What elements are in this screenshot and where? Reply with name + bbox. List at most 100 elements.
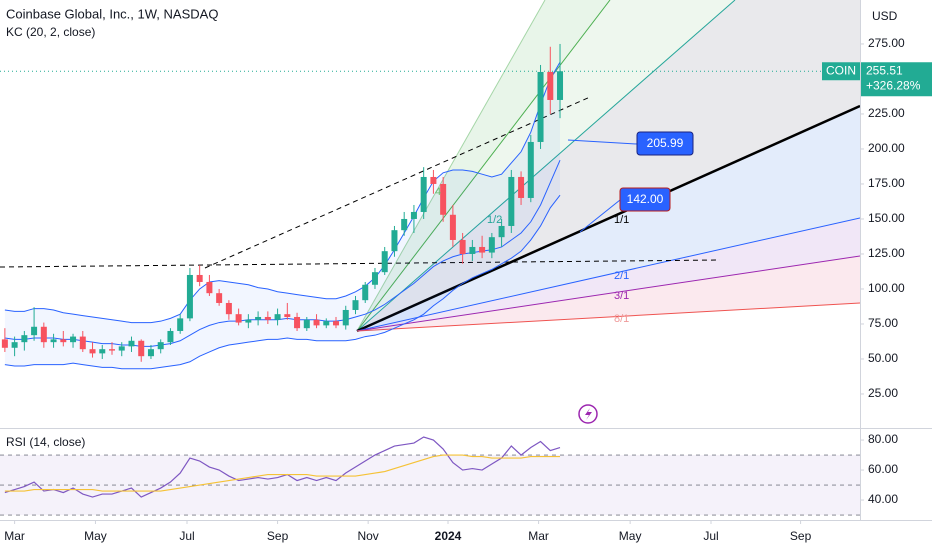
candle-body [235,314,242,323]
x-tick-label: Jul [179,529,194,543]
candle-body [89,349,96,354]
currency[interactable]: USD [872,9,898,23]
fan-label: 1/1 [614,214,629,226]
change-label: +326.28% [866,78,921,92]
candle-body [537,71,544,142]
candle-body [313,319,320,326]
x-tick-label: Sep [790,529,812,543]
fan-ray [356,0,736,332]
y-tick-label: 80.00 [868,432,898,446]
symbol-box [822,62,860,81]
indicator-title: KC (20, 2, close) [6,25,95,39]
candle-body [31,326,38,336]
candle-body [518,176,525,198]
candle-body [216,293,223,303]
x-tick-label: Mar [528,529,549,543]
y-tick-label: 75.00 [868,316,898,330]
candle-body [40,326,47,343]
candle-body [1,339,8,348]
rsi-title: RSI (14, close) [6,435,85,449]
callout-label: 205.99 [647,136,684,150]
candle-body [449,214,456,240]
y-tick-label: 60.00 [868,462,898,476]
candle-body [225,302,232,315]
candle-body [459,239,466,254]
candle-body [352,300,359,310]
annotations: 205.99 142.00 4 1/2 1/1 2/1 3/1 8/1 [435,131,694,424]
candle-body [50,339,57,343]
candle-body [11,342,18,348]
callout-line [567,139,638,145]
candle-body [371,272,378,285]
fan-label: 2/1 [614,270,629,282]
last-price: 255.51 [866,63,903,77]
candle-body [381,251,388,273]
callout-line [579,199,621,233]
rsi-line [4,436,561,498]
candle-body [147,349,154,357]
x-tick-label: May [84,529,107,543]
candle-body [342,309,349,326]
price-label: COIN 255.51 +326.28% [822,62,932,97]
channel-line [4,194,561,370]
candle-body [333,321,340,326]
y-tick-label: 50.00 [868,351,898,365]
y-tick-label: 150.00 [868,211,905,225]
x-tick-label: May [619,529,642,543]
candle-body [391,230,398,252]
trend-line [204,96,591,269]
candle-body [498,225,505,238]
channel-line [4,61,561,324]
candle-body [255,316,262,320]
x-tick-label: 2024 [435,529,462,543]
rsi-band [0,455,860,516]
x-tick-label: Nov [357,529,378,543]
candle-body [128,340,135,347]
candle-body [167,330,174,343]
candle-body [479,246,486,253]
fan-ray [356,217,860,332]
fan-ray [356,302,860,332]
chart-title: Coinbase Global, Inc., 1W, NASDAQ [6,6,218,21]
fan-label: 8/1 [614,313,629,325]
marks [0,43,860,370]
fan-ray [356,255,860,332]
event-icon-bolt [585,408,592,420]
candle-body [79,336,86,350]
y-tick-label: 175.00 [868,176,905,190]
y-tick-label: 125.00 [868,246,905,260]
candle-body [99,349,106,354]
callout-box [636,131,694,156]
candle-body [557,71,564,100]
candle-body [488,237,495,253]
candle-body [527,141,534,198]
candle-body [410,211,417,219]
x-tick-label: Mar [4,529,25,543]
candle-body [138,340,145,357]
candle-body [284,314,291,317]
candle-body [206,281,213,294]
candle-body [264,316,271,320]
trend-line [0,259,721,268]
candle-body [469,246,476,254]
fan-label: 4 [435,186,441,198]
y-tick-label: 200.00 [868,141,905,155]
fan-ray [356,104,860,333]
candle-body [440,183,447,215]
candle-body [118,346,125,351]
candle-body [60,339,67,343]
price-box [861,62,932,97]
candle-body [508,176,515,226]
callout-box [619,187,671,212]
candle-body [21,335,28,343]
candle-body [196,274,203,282]
fan-label: 3/1 [614,290,629,302]
candle-body [274,314,281,320]
channel-fill [4,62,561,369]
candle-body [177,318,184,331]
fan-ray [356,0,546,332]
candle-body [186,274,193,319]
symbol-label: COIN [826,63,856,77]
candle-body [430,176,437,184]
